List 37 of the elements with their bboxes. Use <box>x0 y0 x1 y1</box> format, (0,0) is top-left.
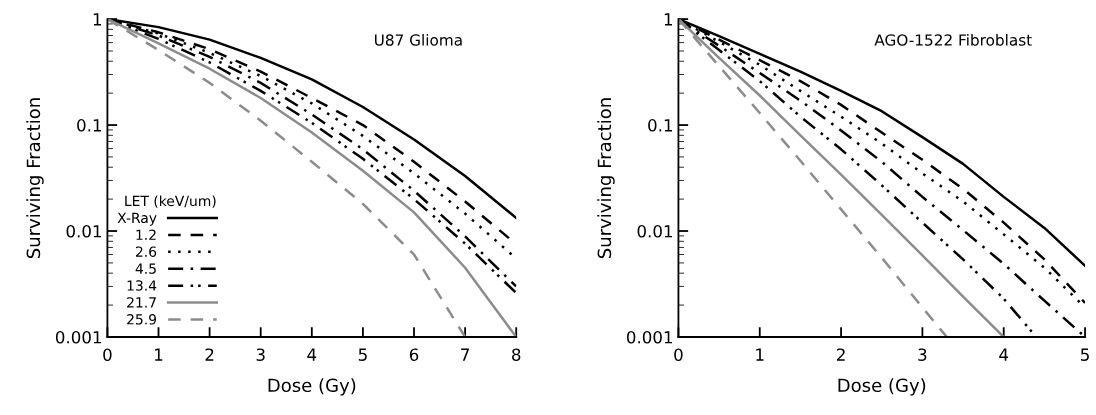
x-tick-label: 0 <box>674 348 683 361</box>
y-axis-title: Surviving Fraction <box>597 98 615 259</box>
legend-label: 21.7 <box>127 297 156 308</box>
y-tick-label: 0.1 <box>77 119 102 132</box>
x-tick-label: 4 <box>307 348 317 361</box>
x-tick-label: 8 <box>512 348 521 361</box>
x-tick-label: 6 <box>409 348 419 361</box>
y-tick-label: 0.01 <box>637 224 673 238</box>
legend-label: 1.2 <box>136 229 156 240</box>
x-tick-label: 4 <box>999 348 1009 361</box>
x-tick-label: 1 <box>155 348 163 361</box>
x-tick-label: 5 <box>358 348 367 361</box>
x-axis-title: Dose (Gy) <box>268 378 356 396</box>
x-tick-label: 2 <box>836 348 845 361</box>
x-tick-label: 1 <box>756 348 764 361</box>
y-tick-label: 1 <box>93 13 102 26</box>
legend-label: X-Ray <box>117 212 157 226</box>
x-axis-title: Dose (Gy) <box>838 378 926 396</box>
legend-title: LET (keV/um) <box>125 195 216 208</box>
y-tick-label: 1 <box>664 13 673 26</box>
y-tick-label: 0.001 <box>626 330 673 344</box>
legend-label: 25.9 <box>127 314 157 325</box>
x-tick-label: 0 <box>103 348 112 361</box>
y-tick-label: 0.001 <box>55 330 102 344</box>
text: U87 Glioma <box>375 33 462 46</box>
x-tick-label: 3 <box>918 348 927 361</box>
x-tick-label: 7 <box>461 348 469 361</box>
x-tick-label: 3 <box>256 348 265 361</box>
y-tick-label: 0.01 <box>66 224 102 238</box>
y-axis-title: Surviving Fraction <box>26 98 44 259</box>
x-tick-label: 5 <box>1081 348 1089 361</box>
legend-label: 4.5 <box>135 263 156 274</box>
legend-label: 2.6 <box>135 246 157 257</box>
y-tick-label: 0.1 <box>648 119 673 132</box>
legend-label: 13.4 <box>127 280 157 291</box>
x-tick-label: 2 <box>205 348 214 361</box>
text: AGO-1522 Fibroblast <box>874 33 1032 46</box>
